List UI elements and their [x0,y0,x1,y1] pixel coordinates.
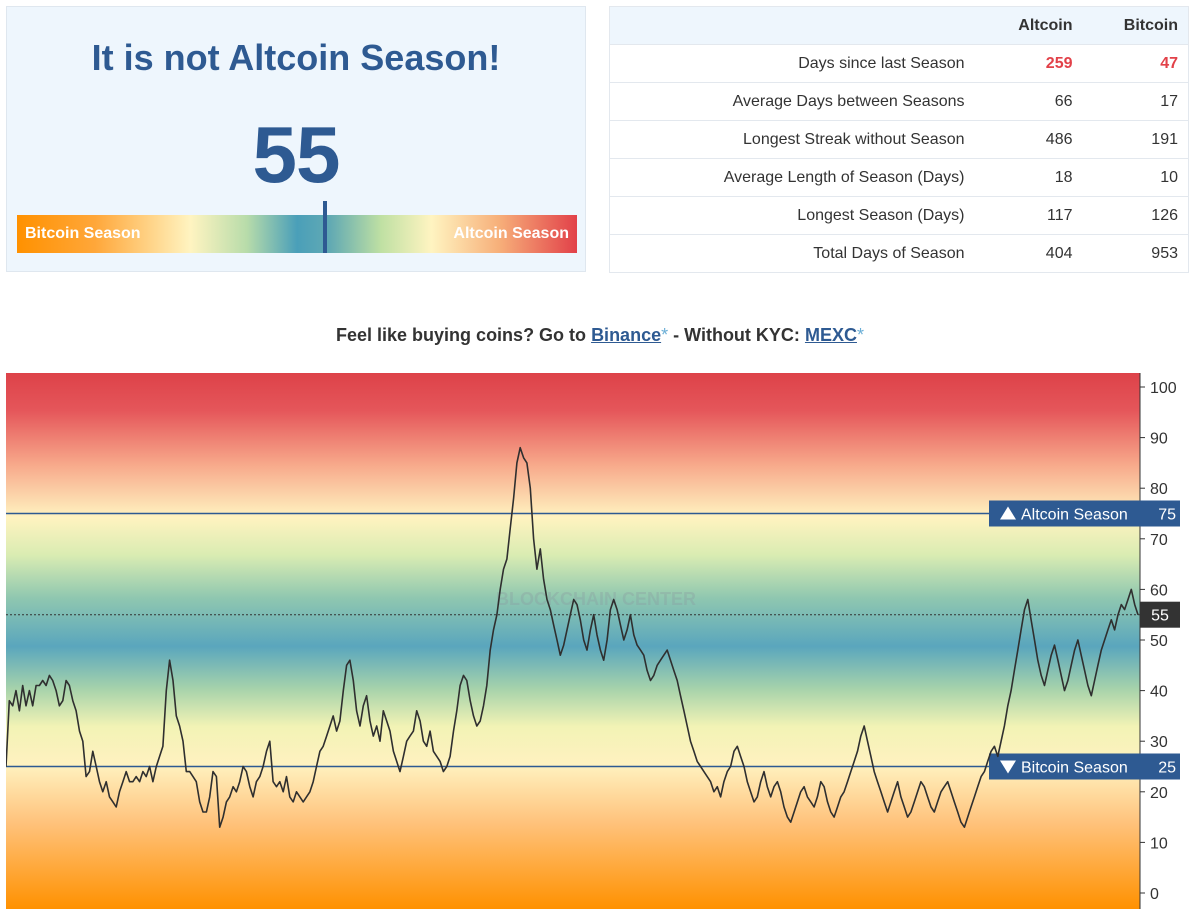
stats-row-label: Total Days of Season [609,234,985,273]
stats-row-label: Longest Season (Days) [609,196,985,235]
promo-prefix: Feel like buying coins? Go to [336,325,587,345]
stats-row-altcoin-value: 117 [984,196,1085,235]
stats-header-label [609,6,985,45]
mexc-star: * [856,325,864,345]
stats-row-label: Average Length of Season (Days) [609,158,985,197]
triangle-down-icon [1000,760,1016,774]
stats-row-altcoin-value: 259 [984,44,1085,83]
stats-row-altcoin-value: 66 [984,82,1085,121]
gauge-label-altcoin-season: Altcoin Season [453,225,569,242]
stats-row: Longest Streak without Season 486 191 [609,120,1189,159]
chart-svg: BLOCKCHAIN CENTER 0 10 20 30 40 50 60 70 80 90 100… [6,373,1180,909]
stats-row: Total Days of Season 404 953 [609,234,1189,273]
stats-row-bitcoin-value: 17 [1084,82,1189,121]
threshold-label-box [989,500,1180,527]
triangle-up-icon [1000,506,1016,520]
stats-row: Days since last Season 259 47 [609,44,1189,83]
season-stats-table: Altcoin Bitcoin Days since last Season 25… [609,6,1189,273]
stats-header-bitcoin: Bitcoin [1084,6,1189,45]
y-tick-label: 0 [1150,886,1159,903]
season-gauge-panel: It is not Altcoin Season! 55 Bitcoin Sea… [6,6,586,272]
altcoin-season-index-chart: BLOCKCHAIN CENTER 0 10 20 30 40 50 60 70 80 90 100… [6,373,1192,909]
current-value-marker: 55 [6,601,1180,628]
current-value-box [1140,601,1180,628]
y-axis: 0 10 20 30 40 50 60 70 80 90 100 [1139,373,1177,909]
chart-watermark: BLOCKCHAIN CENTER [496,589,696,609]
current-value-label: 55 [1151,608,1169,625]
stats-row-bitcoin-value: 10 [1084,158,1189,197]
y-tick-label: 50 [1150,633,1168,650]
promo-line: Feel like buying coins? Go to Binance* -… [0,325,1200,346]
y-tick-label: 90 [1150,431,1168,448]
stats-row: Average Days between Seasons 66 17 [609,82,1189,121]
season-gauge-bar: Bitcoin Season Altcoin Season [17,201,577,253]
stats-header-row: Altcoin Bitcoin [609,6,1189,45]
series-line-altcoin-index [6,446,1139,828]
stats-row-altcoin-value: 486 [984,120,1085,159]
y-tick-label: 80 [1150,481,1168,498]
threshold-label-box [989,753,1180,780]
y-tick-label: 30 [1150,734,1168,751]
y-tick-label: 10 [1150,835,1168,852]
threshold-label: Bitcoin Season [1021,760,1128,777]
y-tick-label: 100 [1150,380,1177,397]
threshold-value: 25 [1158,760,1176,777]
season-index-value: 55 [252,110,341,199]
stats-row-label: Days since last Season [609,44,985,83]
threshold-label: Altcoin Season [1021,507,1128,524]
stats-row-label: Average Days between Seasons [609,82,985,121]
stats-row-bitcoin-value: 47 [1084,44,1189,83]
stats-row: Average Length of Season (Days) 18 10 [609,158,1189,197]
binance-star: * [661,325,669,345]
stats-header-altcoin: Altcoin [984,6,1085,45]
gauge-label-bitcoin-season: Bitcoin Season [25,225,141,242]
binance-link[interactable]: Binance [591,325,662,345]
y-tick-label: 40 [1150,684,1168,701]
threshold-value: 75 [1158,507,1176,524]
chart-background [6,373,1140,909]
threshold-lines: Altcoin Season 75 Bitcoin Season 25 [6,500,1180,780]
y-tick-label: 70 [1150,532,1168,549]
stats-row: Longest Season (Days) 117 126 [609,196,1189,235]
stats-row-altcoin-value: 18 [984,158,1085,197]
gauge-position-marker [323,201,327,253]
stats-row-bitcoin-value: 191 [1084,120,1189,159]
promo-middle: - Without KYC: [673,325,800,345]
stats-row-bitcoin-value: 953 [1084,234,1189,273]
stats-row-altcoin-value: 404 [984,234,1085,273]
y-tick-label: 60 [1150,582,1168,599]
season-status-title: It is not Altcoin Season! [91,37,501,78]
stats-row-bitcoin-value: 126 [1084,196,1189,235]
mexc-link[interactable]: MEXC [804,325,857,345]
stats-row-label: Longest Streak without Season [609,120,985,159]
y-tick-label: 20 [1150,785,1168,802]
